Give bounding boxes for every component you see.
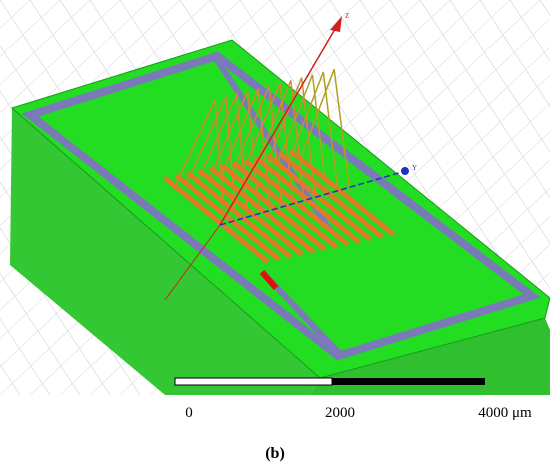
grid-line [0, 227, 111, 396]
caption: (b) [265, 445, 285, 462]
y-label: Y [412, 164, 417, 172]
interdigital-array [163, 68, 395, 264]
grid-line [0, 272, 81, 396]
grid-line [0, 0, 181, 170]
grid-line [419, 0, 550, 199]
scale-white [174, 377, 333, 386]
z-arrow [330, 16, 342, 32]
board-side [10, 108, 320, 395]
wire [219, 88, 271, 211]
scale-label: 2000 [325, 405, 355, 421]
finger [209, 166, 316, 254]
scale-label: 4000 μm [478, 405, 532, 421]
grid-line [359, 0, 550, 290]
finger [186, 171, 293, 259]
finger [174, 173, 281, 262]
axis-line [164, 224, 221, 301]
grid-line [0, 318, 51, 396]
grid-line [389, 0, 550, 244]
wire [197, 91, 249, 216]
grid-line [0, 0, 211, 198]
grid-line [479, 0, 550, 107]
grid-line [0, 0, 121, 114]
ground-ring [21, 51, 541, 361]
z-label: Z [345, 12, 349, 20]
board-top [10, 39, 550, 379]
wire [288, 71, 340, 196]
wire [231, 85, 283, 208]
wire [208, 88, 260, 213]
finger [243, 158, 350, 247]
port [259, 270, 279, 290]
board-front [310, 318, 550, 395]
wire [265, 77, 317, 201]
wire [276, 74, 328, 198]
finger [288, 148, 395, 237]
y-axis [219, 171, 403, 226]
finger [266, 153, 373, 242]
grid-line [449, 0, 550, 153]
finger [163, 176, 270, 264]
grid-line [0, 0, 91, 86]
finger [277, 151, 384, 239]
y-dot [401, 167, 409, 175]
z-axis [219, 23, 339, 226]
grid-line [0, 0, 151, 142]
wire [242, 82, 294, 206]
wire [185, 94, 237, 218]
scale-black [332, 378, 485, 385]
wire [254, 80, 306, 203]
finger [220, 163, 327, 252]
wire [174, 97, 226, 221]
finger [231, 161, 338, 249]
wire [299, 68, 351, 193]
finger [197, 168, 304, 257]
scale-label: 0 [185, 405, 193, 421]
